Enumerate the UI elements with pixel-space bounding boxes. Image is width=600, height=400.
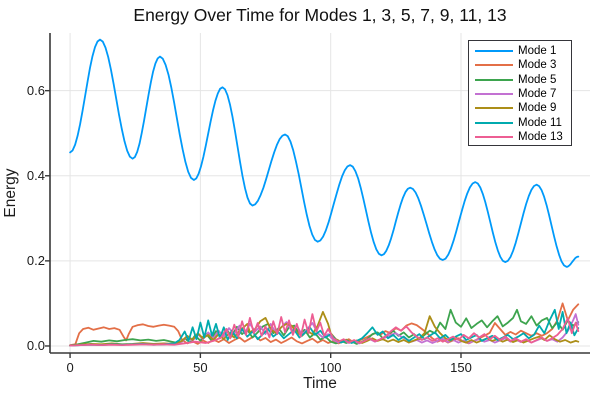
y-tick-label: 0.2 <box>26 252 45 268</box>
legend-label: Mode 5 <box>518 73 557 86</box>
y-tick-label: 0.6 <box>26 82 45 98</box>
x-tick-label: 100 <box>319 360 342 375</box>
x-axis-label: Time <box>303 375 337 392</box>
legend-label: Mode 9 <box>518 102 557 115</box>
legend-line-swatch <box>475 78 513 81</box>
series-line-mode-3 <box>69 302 580 346</box>
y-tick-label: 0.4 <box>26 167 45 183</box>
x-tick-label: 0 <box>66 360 74 375</box>
chart-title: Energy Over Time for Modes 1, 3, 5, 7, 9… <box>133 5 507 25</box>
legend-item: Mode 1 <box>475 44 571 58</box>
legend-label: Mode 7 <box>518 88 557 101</box>
x-tick-label: 50 <box>193 360 208 375</box>
y-axis-label: Energy <box>2 168 19 218</box>
legend: Mode 1 Mode 3 Mode 5 Mode 7 Mode 9 Mode 11 Mod… <box>468 40 572 146</box>
x-tick-label: 150 <box>450 360 472 375</box>
legend-line-swatch <box>475 135 513 138</box>
legend-item: Mode 11 <box>475 115 571 129</box>
legend-label: Mode 13 <box>518 130 563 143</box>
legend-item: Mode 7 <box>475 87 571 101</box>
legend-item: Mode 5 <box>475 73 571 87</box>
series-line-mode-1 <box>69 38 580 268</box>
legend-item: Mode 3 <box>475 58 571 72</box>
legend-line-swatch <box>475 50 513 53</box>
legend-item: Mode 9 <box>475 101 571 115</box>
legend-line-swatch <box>475 64 513 67</box>
legend-item: Mode 13 <box>475 130 571 144</box>
legend-line-swatch <box>475 121 513 124</box>
legend-label: Mode 11 <box>518 116 562 129</box>
y-tick-label: 0.0 <box>26 337 45 353</box>
legend-label: Mode 1 <box>518 45 557 58</box>
legend-line-swatch <box>475 93 513 96</box>
legend-label: Mode 3 <box>518 59 557 72</box>
legend-line-swatch <box>475 107 513 110</box>
series-line-mode-13 <box>69 313 580 347</box>
